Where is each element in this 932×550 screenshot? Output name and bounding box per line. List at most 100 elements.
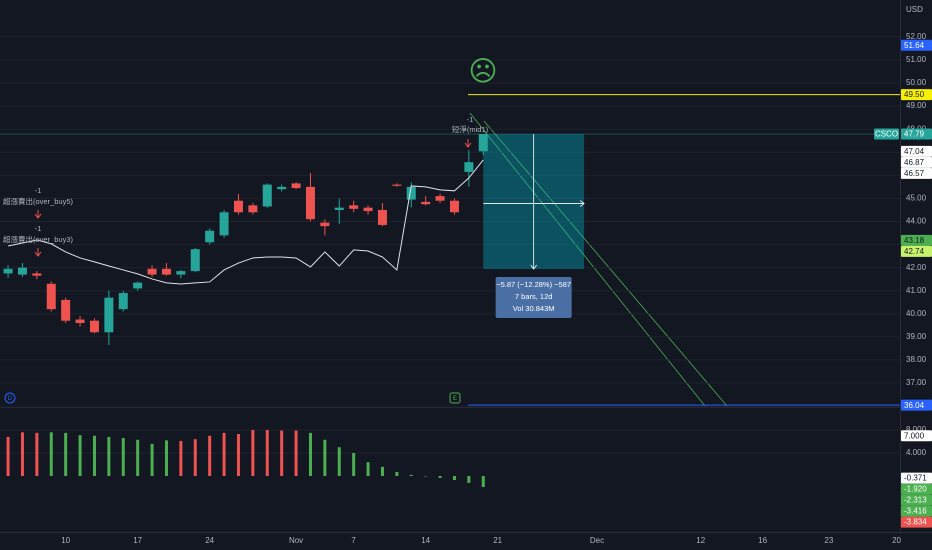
y-tick-label: 39.00 bbox=[906, 332, 927, 341]
histogram-bar bbox=[164, 440, 168, 476]
earnings-icon[interactable] bbox=[449, 392, 461, 404]
price-badge-label: 49.50 bbox=[904, 90, 925, 99]
plot-layer: 37.0038.0039.0040.0041.0042.0043.0044.00… bbox=[0, 32, 932, 545]
candle-body bbox=[277, 186, 287, 190]
sell-arrow bbox=[34, 210, 42, 219]
x-tick-label: 17 bbox=[133, 536, 142, 545]
sad-face: ☹ bbox=[468, 55, 497, 86]
symbol-badge-label: CSCO bbox=[875, 130, 898, 139]
x-tick-label: 23 bbox=[824, 536, 833, 545]
price-badge-label: -3.834 bbox=[904, 518, 927, 527]
earnings-icon-label: E bbox=[453, 396, 457, 402]
x-tick-label: 14 bbox=[421, 536, 430, 545]
x-tick-label: 10 bbox=[61, 536, 70, 545]
sell-arrow bbox=[464, 139, 472, 148]
price-badge bbox=[901, 430, 932, 442]
y-tick-label: 37.00 bbox=[906, 378, 927, 387]
y-tick-label: 41.00 bbox=[906, 286, 927, 295]
histogram-bar bbox=[35, 432, 39, 476]
candle-body bbox=[176, 271, 186, 275]
price-badge bbox=[901, 128, 932, 140]
candle-body bbox=[205, 230, 215, 243]
price-badge bbox=[901, 494, 932, 506]
price-badge-label: -3.416 bbox=[904, 507, 927, 516]
price-badge-label: -2.313 bbox=[904, 496, 927, 505]
candle-body bbox=[147, 268, 157, 275]
candle-body bbox=[435, 196, 445, 201]
price-badge-label: 46.57 bbox=[904, 169, 925, 178]
candle-body bbox=[104, 297, 114, 333]
histogram-bar bbox=[380, 466, 384, 476]
histogram-bar bbox=[179, 440, 183, 476]
candle-body bbox=[219, 212, 229, 236]
symbol-badge bbox=[874, 128, 899, 140]
histogram-bar bbox=[323, 439, 327, 476]
candle-body bbox=[449, 200, 459, 213]
candle-body bbox=[118, 293, 128, 310]
candle-body bbox=[320, 222, 330, 227]
candle-body bbox=[334, 207, 344, 210]
y-tick-label: 44.00 bbox=[906, 217, 927, 226]
histogram-bar bbox=[395, 471, 399, 476]
price-badge-label: 36.04 bbox=[904, 401, 925, 410]
price-badge bbox=[901, 39, 932, 51]
candle-body bbox=[17, 267, 27, 275]
trend-line bbox=[469, 112, 706, 407]
price-badge-label: 46.87 bbox=[904, 158, 925, 167]
x-tick-label: Dec bbox=[590, 536, 604, 545]
candle-body bbox=[190, 249, 200, 272]
histogram-bar bbox=[265, 429, 269, 476]
price-badge bbox=[901, 156, 932, 168]
measure-tooltip bbox=[495, 277, 572, 319]
histogram-bar bbox=[78, 435, 82, 476]
y-tick-label: 40.00 bbox=[906, 309, 927, 318]
histogram-bar bbox=[352, 452, 356, 476]
histogram-bar bbox=[150, 443, 154, 476]
y-tick-label: 8.000 bbox=[906, 425, 927, 434]
x-tick-label: 21 bbox=[493, 536, 502, 545]
candle-body bbox=[248, 205, 258, 213]
histogram-bar bbox=[438, 475, 442, 479]
candle-body bbox=[291, 183, 301, 189]
moving-average bbox=[7, 159, 484, 285]
candle-body bbox=[464, 162, 474, 172]
histogram-bar bbox=[452, 475, 456, 481]
price-badge-label: -0.371 bbox=[904, 474, 927, 483]
candle-body bbox=[46, 283, 56, 310]
price-badge-label: 47.79 bbox=[904, 130, 925, 139]
price-badge-label: 43.18 bbox=[904, 236, 925, 245]
histogram-bar bbox=[92, 435, 96, 476]
trend-line bbox=[483, 120, 728, 407]
candle-body bbox=[421, 201, 431, 205]
measure-text: 7 bars, 12d bbox=[515, 292, 553, 301]
x-tick-label: Nov bbox=[289, 536, 303, 545]
measure-text: Vol 30.843M bbox=[513, 304, 555, 313]
histogram-bar bbox=[424, 475, 428, 477]
y-tick-label: 50.00 bbox=[906, 78, 927, 87]
histogram-bar bbox=[280, 430, 284, 476]
histogram-bar bbox=[121, 438, 125, 476]
x-tick-label: 7 bbox=[351, 536, 356, 545]
candle-body bbox=[363, 207, 373, 212]
candle-body bbox=[233, 200, 243, 213]
candle-body bbox=[161, 268, 171, 275]
y-tick-label: 42.00 bbox=[906, 263, 927, 272]
candle-body bbox=[89, 320, 99, 333]
histogram-bar bbox=[294, 430, 298, 476]
candle-body bbox=[61, 299, 71, 321]
event-icon[interactable] bbox=[4, 392, 16, 404]
y-tick-label: 45.00 bbox=[906, 194, 927, 203]
histogram-bar bbox=[193, 439, 197, 476]
candle-body bbox=[478, 134, 488, 152]
x-tick-label: 24 bbox=[205, 536, 214, 545]
candle-body bbox=[32, 273, 42, 276]
histogram-bar bbox=[136, 439, 140, 476]
y-tick-label: 49.00 bbox=[906, 101, 927, 110]
sell-arrow bbox=[34, 248, 42, 257]
currency: USD bbox=[906, 5, 923, 14]
price-badge bbox=[901, 472, 932, 484]
event-icon-label: D bbox=[8, 396, 13, 402]
histogram-bar bbox=[49, 432, 53, 476]
y-tick-label: 52.00 bbox=[906, 32, 927, 41]
